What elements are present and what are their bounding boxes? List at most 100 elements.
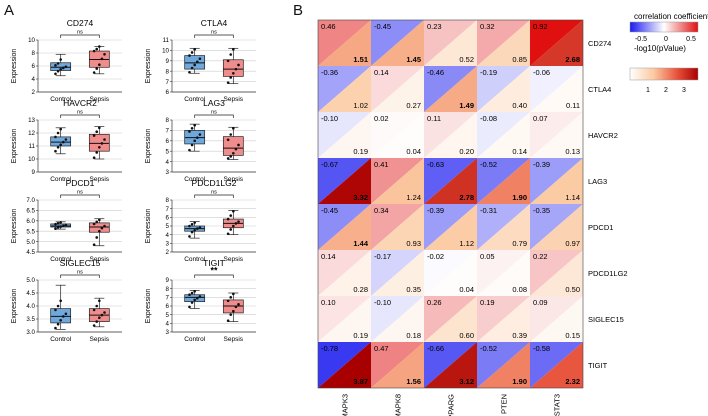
data-point <box>229 214 233 217</box>
heatmap-cell: 0.47 1.56 <box>371 342 424 388</box>
heatmap-cell: 0.32 0.85 <box>477 20 530 66</box>
data-point <box>61 66 65 70</box>
data-point <box>54 135 57 139</box>
data-point <box>229 296 233 299</box>
x-tick-label: Control <box>184 256 206 263</box>
data-point <box>188 305 191 309</box>
data-point <box>92 49 96 53</box>
data-point <box>56 226 60 229</box>
data-point <box>95 304 99 308</box>
data-point <box>95 47 99 51</box>
data-point <box>234 222 238 225</box>
pval-value: 1.49 <box>459 101 474 110</box>
corr-value: 0.14 <box>321 252 336 261</box>
row-label: HAVCR2 <box>588 131 618 140</box>
data-point <box>92 324 96 327</box>
pval-value: 0.11 <box>566 101 580 110</box>
significance-label: ns <box>211 30 217 36</box>
box-control <box>50 62 72 71</box>
pval-triangle <box>477 204 530 250</box>
data-point <box>193 298 196 302</box>
data-point <box>190 127 194 130</box>
significance-bracket <box>60 194 100 198</box>
pval-triangle <box>318 296 371 342</box>
data-point <box>190 143 194 147</box>
y-tick-label: 5 <box>166 148 170 155</box>
corr-value: -0.39 <box>427 206 444 215</box>
row-label: LAG3 <box>588 177 607 186</box>
corr-value: -0.66 <box>427 344 444 353</box>
corr-value: -0.52 <box>480 160 497 169</box>
data-point <box>103 224 106 228</box>
data-point <box>229 155 233 158</box>
boxplot-pdcd1: 4.5 5.0 5.5 6.0 6.5 7.0 PDCD1 Expression Control… <box>11 178 122 263</box>
data-point <box>237 220 240 223</box>
pval-triangle <box>530 296 583 342</box>
y-axis-label: Expression <box>145 209 152 244</box>
panel-label-b: B <box>293 2 304 19</box>
pval-value: 1.44 <box>353 239 368 248</box>
correlation-heatmap: 0.46 1.51 -0.45 1.45 0.23 0.52 0.32 0.85 0.92 2.6… <box>317 19 628 416</box>
pval-value: 2.32 <box>565 377 580 386</box>
data-point <box>193 139 196 143</box>
data-point <box>188 293 191 297</box>
corr-value: -0.63 <box>427 160 444 169</box>
heatmap-cell: 0.41 1.24 <box>371 158 424 204</box>
significance-bracket <box>60 114 100 118</box>
data-point <box>229 76 233 79</box>
data-point <box>229 53 233 56</box>
data-point <box>54 64 57 67</box>
data-point <box>54 308 57 312</box>
corr-tick: -0.5 <box>635 36 647 43</box>
x-tick-label: Sepsis <box>224 96 244 103</box>
heatmap-cell: 0.14 0.28 <box>318 250 371 296</box>
pval-triangle <box>530 342 583 388</box>
data-point <box>92 308 96 312</box>
data-point <box>193 123 196 127</box>
pval-triangle <box>530 66 583 112</box>
pval-value: 0.50 <box>565 285 580 294</box>
pval-value: 1.12 <box>459 239 474 248</box>
data-point <box>64 138 68 141</box>
data-point <box>98 316 101 320</box>
heatmap-cell: 0.22 0.50 <box>530 250 583 296</box>
y-tick-label: 3.0 <box>26 329 35 336</box>
pval-value: 0.79 <box>512 239 527 248</box>
pval-triangle <box>424 158 477 204</box>
data-point <box>98 45 101 48</box>
heatmap-cell: -0.35 0.97 <box>530 204 583 250</box>
heatmap-cell: -0.36 1.02 <box>318 66 371 112</box>
corr-value: 0.11 <box>427 114 441 123</box>
pval-triangle <box>424 342 477 388</box>
y-tick-label: 9 <box>32 169 36 176</box>
pval-value: 1.14 <box>565 193 580 202</box>
data-point <box>229 228 233 231</box>
pval-value: 0.39 <box>512 331 527 340</box>
data-point <box>232 48 235 51</box>
data-point <box>190 301 194 304</box>
x-tick-label: Sepsis <box>90 336 110 343</box>
data-point <box>54 72 57 76</box>
y-axis-label: Expression <box>145 49 152 84</box>
pval-triangle <box>477 20 530 66</box>
corr-value: 0.19 <box>480 298 495 307</box>
pval-value: 0.35 <box>406 285 421 294</box>
data-point <box>229 133 233 136</box>
gene-title: SIGLEC15 <box>60 258 101 268</box>
y-tick-label: 11 <box>29 143 36 150</box>
heatmap-cell: 0.07 0.13 <box>530 112 583 158</box>
pval-value: 0.19 <box>353 331 368 340</box>
x-tick-label: Sepsis <box>90 96 110 103</box>
data-point <box>59 143 62 146</box>
pval-triangle <box>318 20 371 66</box>
boxplot-siglec15: 3.0 3.5 4.0 4.5 5.0 SIGLEC15 Expression Control… <box>11 258 122 343</box>
pval-value: 1.24 <box>406 193 421 202</box>
boxplot-pdcd1lg2: 23 4 56 7 8 PDCD1LG2 Expression Control Sepsis ns <box>145 178 256 263</box>
data-point <box>54 222 57 226</box>
data-point <box>237 63 240 67</box>
pval-triangle <box>424 250 477 296</box>
y-tick-label: 2 <box>166 249 170 256</box>
data-point <box>226 157 230 160</box>
data-point <box>98 299 101 303</box>
y-tick-label: 8 <box>166 117 170 124</box>
